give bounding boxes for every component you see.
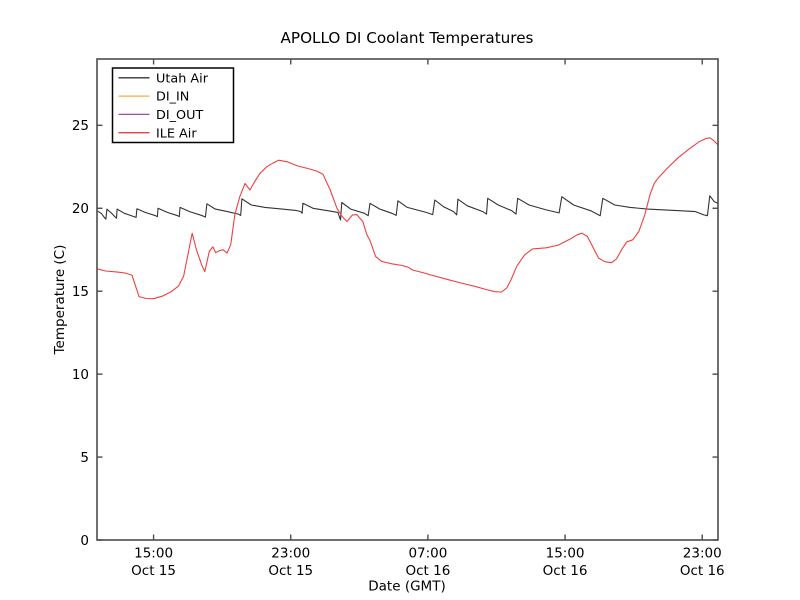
- legend-label-di-in: DI_IN: [156, 90, 189, 105]
- y-tick-label: 5: [80, 450, 89, 466]
- x-tick-label-date: Oct 16: [405, 563, 450, 579]
- x-tick-label-date: Oct 15: [268, 563, 313, 579]
- y-tick-label: 25: [72, 118, 89, 134]
- y-tick-label: 15: [72, 284, 89, 300]
- y-tick-label: 0: [80, 533, 89, 549]
- y-tick-label: 20: [72, 201, 89, 217]
- legend-label-ile-air: ILE Air: [156, 126, 197, 141]
- x-tick-label-date: Oct 16: [543, 563, 588, 579]
- x-axis-label: Date (GMT): [368, 579, 445, 595]
- chart-title: APOLLO DI Coolant Temperatures: [281, 29, 534, 47]
- series-line-ile-air: [96, 137, 719, 300]
- legend: Utah Air DI_IN DI_OUT ILE Air: [111, 67, 235, 144]
- legend-box: [111, 67, 235, 144]
- legend-label-di-out: DI_OUT: [156, 108, 203, 123]
- x-tick-label-time: 23:00: [271, 546, 310, 562]
- series-line-utah-air: [96, 195, 719, 221]
- x-tick-label-time: 07:00: [408, 546, 447, 562]
- plot-border: [96, 58, 719, 541]
- x-tick-label-date: Oct 15: [131, 563, 176, 579]
- y-tick-label: 10: [72, 367, 89, 383]
- x-tick-label-time: 15:00: [134, 546, 173, 562]
- x-tick-label-time: 23:00: [683, 546, 722, 562]
- x-tick-label-time: 15:00: [546, 546, 585, 562]
- x-tick-label-date: Oct 16: [680, 563, 725, 579]
- legend-label-utah-air: Utah Air: [156, 71, 209, 86]
- plot-area: [96, 137, 719, 300]
- y-axis-label: Temperature (C): [52, 245, 68, 356]
